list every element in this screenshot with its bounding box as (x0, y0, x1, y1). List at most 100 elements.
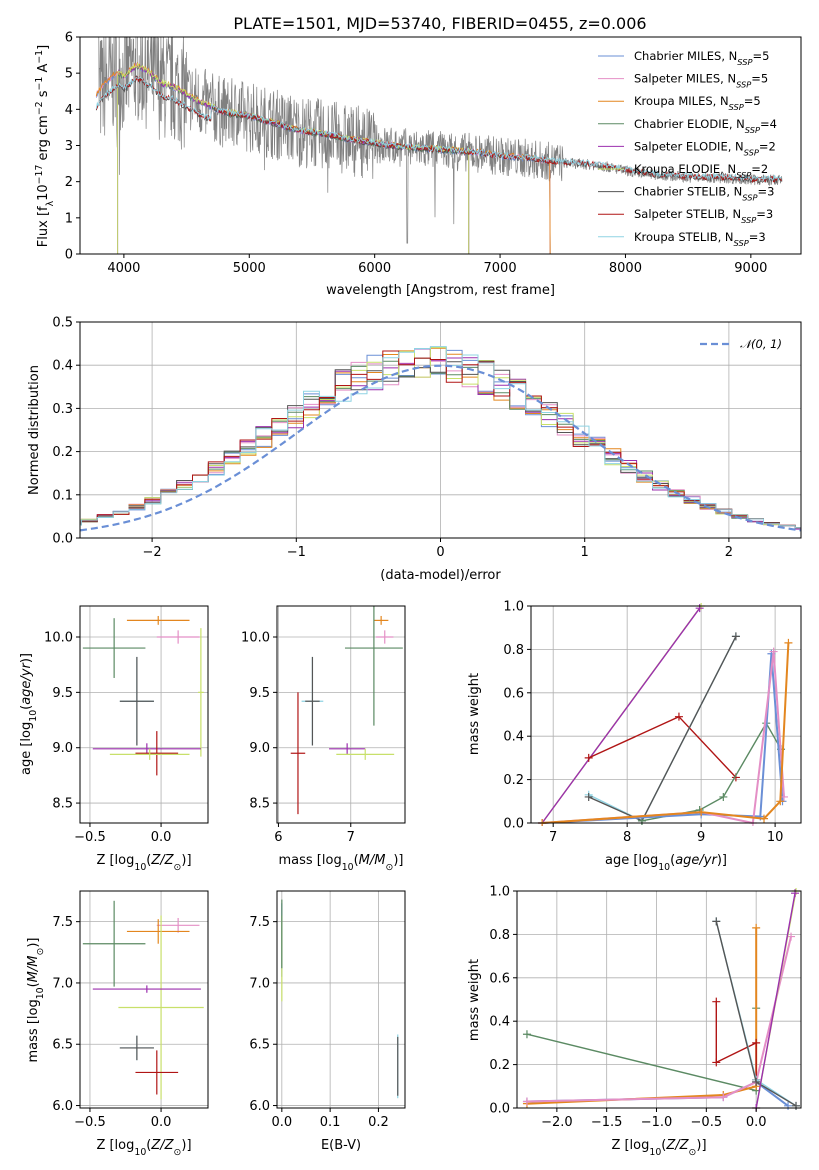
data-point (119, 656, 154, 746)
data-point (344, 606, 403, 726)
x-tick-label: 1 (581, 545, 589, 560)
data-point (156, 917, 200, 933)
series-line (541, 607, 701, 824)
y-tick-label: 9.5 (249, 686, 270, 701)
legend-label: Chabrier MILES, NSSP=5 (634, 49, 769, 67)
legend-label-part: Kroupa MILES, N (634, 94, 729, 108)
data-point (156, 630, 200, 644)
legend-label-part: SSP (734, 238, 749, 248)
x-axis-label-part: ( (661, 1138, 666, 1153)
x-axis-label-part: 10 (342, 862, 354, 873)
series-marker (752, 1038, 761, 1047)
y-axis-label-part: ( (19, 705, 34, 710)
grid-lines (277, 891, 405, 1108)
legend-label-part: Salpeter ELODIE, N (634, 139, 744, 153)
series-line (542, 651, 785, 825)
y-tick-label: 6.0 (52, 1099, 73, 1114)
y-axis-label-part: mass [log (26, 999, 41, 1062)
series-chabrier-miles (522, 1077, 793, 1110)
y-axis-label: Flux [fλ10−17 erg cm−2 s−1 A−1] (34, 45, 56, 247)
x-axis-label: Z [log10(Z/Z⊙)] (611, 1138, 706, 1158)
y-axis-label-part: 10 (36, 184, 51, 201)
x-axis-label-part: Z [log (96, 1138, 134, 1153)
data-point (290, 692, 306, 815)
x-axis-label-part: )] (393, 853, 403, 868)
histogram-salpeter-elodie (80, 348, 801, 530)
series-marker (776, 797, 785, 806)
y-tick-label: 7.0 (52, 976, 73, 991)
y-tick-label: 0.4 (489, 1015, 510, 1030)
model-line-kroupa-stelib (95, 76, 782, 182)
series-chabrier-stelib (584, 632, 740, 825)
data-point (329, 743, 366, 755)
series-salpeter-miles (538, 647, 788, 826)
series-line (542, 642, 790, 824)
x-axis-label-part: ⊙ (689, 1147, 697, 1158)
series-line (526, 936, 792, 1103)
y-tick-label: 7.0 (249, 976, 270, 991)
x-axis-label-part: )] (717, 853, 727, 868)
y-axis-label-part: 10 (35, 987, 46, 999)
legend-label-part: SSP (737, 57, 752, 67)
x-tick-label: −1 (287, 545, 306, 560)
data-point (119, 1035, 154, 1061)
x-tick-label: 0.1 (320, 1115, 341, 1130)
series-chabrier-elodie (522, 1004, 761, 1095)
series-line (526, 927, 758, 1105)
y-axis-label-part: 10 (28, 710, 39, 722)
y-tick-label: 0.3 (52, 402, 73, 417)
series-marker (752, 1077, 761, 1086)
error-bars (82, 900, 204, 1100)
error-bars (82, 615, 204, 776)
y-axis-label-part: )] (26, 938, 41, 948)
legend-label: 𝒩(0, 1) (740, 337, 782, 351)
x-axis-label-part: )] (696, 1138, 706, 1153)
x-axis-label: age [log10(age/yr)] (605, 853, 727, 873)
age-vs-mass-panel: 6 7 8.5 9.0 9.5 10.0 mass [log10(M/M⊙)] (241, 605, 406, 873)
x-tick-label: 8 (623, 830, 631, 845)
x-tick-label: 6 (274, 830, 282, 845)
y-axis-label-part: age [log (19, 722, 34, 775)
y-axis-label-part: age/yr (19, 661, 34, 704)
x-axis-label: (data-model)/error (380, 568, 501, 583)
legend-label-part: =3 (757, 185, 774, 199)
series-marker (584, 753, 593, 762)
legend-label-part: SSP (729, 102, 744, 112)
x-axis-label: E(B-V) (321, 1138, 361, 1153)
mass-vs-metallicity-panel: −0.5 0.06.06.57.07.5Z [log10(Z/Z⊙)]mass [… (26, 890, 209, 1158)
histogram-chabrier-miles (80, 348, 801, 530)
y-axis-label-part: −1 (34, 77, 45, 91)
x-tick-label: 0.2 (368, 1115, 389, 1130)
model-line-salpeter-stelib (95, 75, 782, 184)
model-line-kroupa-elodie (117, 62, 470, 254)
normal-curve (80, 364, 801, 532)
series-marker (674, 712, 683, 721)
model-line-chabrier-elodie (117, 64, 470, 254)
series-line (526, 1008, 757, 1092)
y-tick-label: 0.4 (52, 359, 73, 374)
y-tick-label: 9.0 (52, 741, 73, 756)
weight-vs-metallicity-panel: −2.0 −1.5 −1.0 −0.5 0.0 0.0 0.2 0.4 0.6 0.8 1.0 Z [… (467, 885, 802, 1158)
series-marker (784, 638, 793, 647)
legend-label: Chabrier STELIB, NSSP=3 (634, 185, 774, 203)
grid-lines (80, 606, 208, 823)
y-tick-label: 2 (65, 175, 73, 190)
x-tick-label: 0.0 (151, 1115, 172, 1130)
x-tick-label: 9000 (734, 261, 767, 276)
x-axis-label-part: 10 (649, 1147, 661, 1158)
series-marker (522, 1030, 531, 1039)
error-bars (281, 899, 399, 1099)
series-line (715, 1001, 757, 1080)
legend-label: Kroupa MILES, NSSP=5 (634, 94, 761, 112)
data-point (126, 615, 190, 625)
histogram-kroupa-stelib (80, 346, 801, 529)
legend-label-part: SSP (744, 147, 759, 157)
x-tick-label: 5000 (233, 261, 266, 276)
y-tick-label: 0.2 (489, 1058, 510, 1073)
data-point (373, 615, 389, 625)
spectrum-panel: 4000 5000 6000 7000 8000 9000 0 1 2 3 4 5 6 wavelengt… (34, 31, 802, 298)
x-tick-label: −0.5 (74, 830, 106, 845)
x-axis-label-part: M/M (359, 853, 386, 868)
